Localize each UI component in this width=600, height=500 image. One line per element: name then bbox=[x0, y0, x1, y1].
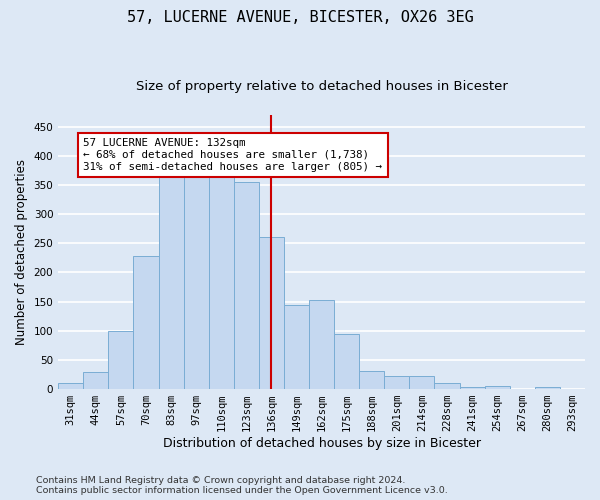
Bar bbox=[460, 387, 485, 389]
Bar bbox=[58, 384, 83, 389]
Bar bbox=[385, 376, 409, 389]
Bar bbox=[535, 387, 560, 389]
Bar bbox=[133, 256, 158, 389]
Bar bbox=[309, 300, 334, 389]
Bar bbox=[158, 176, 184, 389]
X-axis label: Distribution of detached houses by size in Bicester: Distribution of detached houses by size … bbox=[163, 437, 481, 450]
Text: Contains HM Land Registry data © Crown copyright and database right 2024.
Contai: Contains HM Land Registry data © Crown c… bbox=[36, 476, 448, 495]
Y-axis label: Number of detached properties: Number of detached properties bbox=[15, 159, 28, 345]
Bar bbox=[485, 386, 510, 389]
Bar bbox=[434, 382, 460, 389]
Bar bbox=[284, 304, 309, 389]
Bar bbox=[109, 331, 133, 389]
Title: Size of property relative to detached houses in Bicester: Size of property relative to detached ho… bbox=[136, 80, 508, 93]
Bar bbox=[334, 334, 359, 389]
Bar bbox=[83, 372, 109, 389]
Bar bbox=[359, 371, 385, 389]
Bar bbox=[209, 171, 234, 389]
Text: 57 LUCERNE AVENUE: 132sqm
← 68% of detached houses are smaller (1,738)
31% of se: 57 LUCERNE AVENUE: 132sqm ← 68% of detac… bbox=[83, 138, 382, 172]
Bar bbox=[234, 182, 259, 389]
Bar bbox=[184, 172, 209, 389]
Bar bbox=[259, 238, 284, 389]
Text: 57, LUCERNE AVENUE, BICESTER, OX26 3EG: 57, LUCERNE AVENUE, BICESTER, OX26 3EG bbox=[127, 10, 473, 25]
Bar bbox=[409, 376, 434, 389]
